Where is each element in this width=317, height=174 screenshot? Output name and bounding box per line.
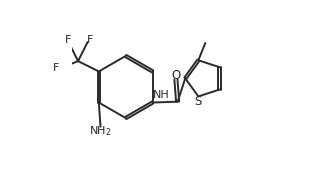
Text: F: F xyxy=(87,34,93,45)
Text: F: F xyxy=(53,63,60,73)
Text: NH: NH xyxy=(153,90,170,100)
Text: NH$_2$: NH$_2$ xyxy=(89,124,112,138)
Text: O: O xyxy=(171,69,181,82)
Text: F: F xyxy=(65,34,71,45)
Text: S: S xyxy=(195,95,202,108)
